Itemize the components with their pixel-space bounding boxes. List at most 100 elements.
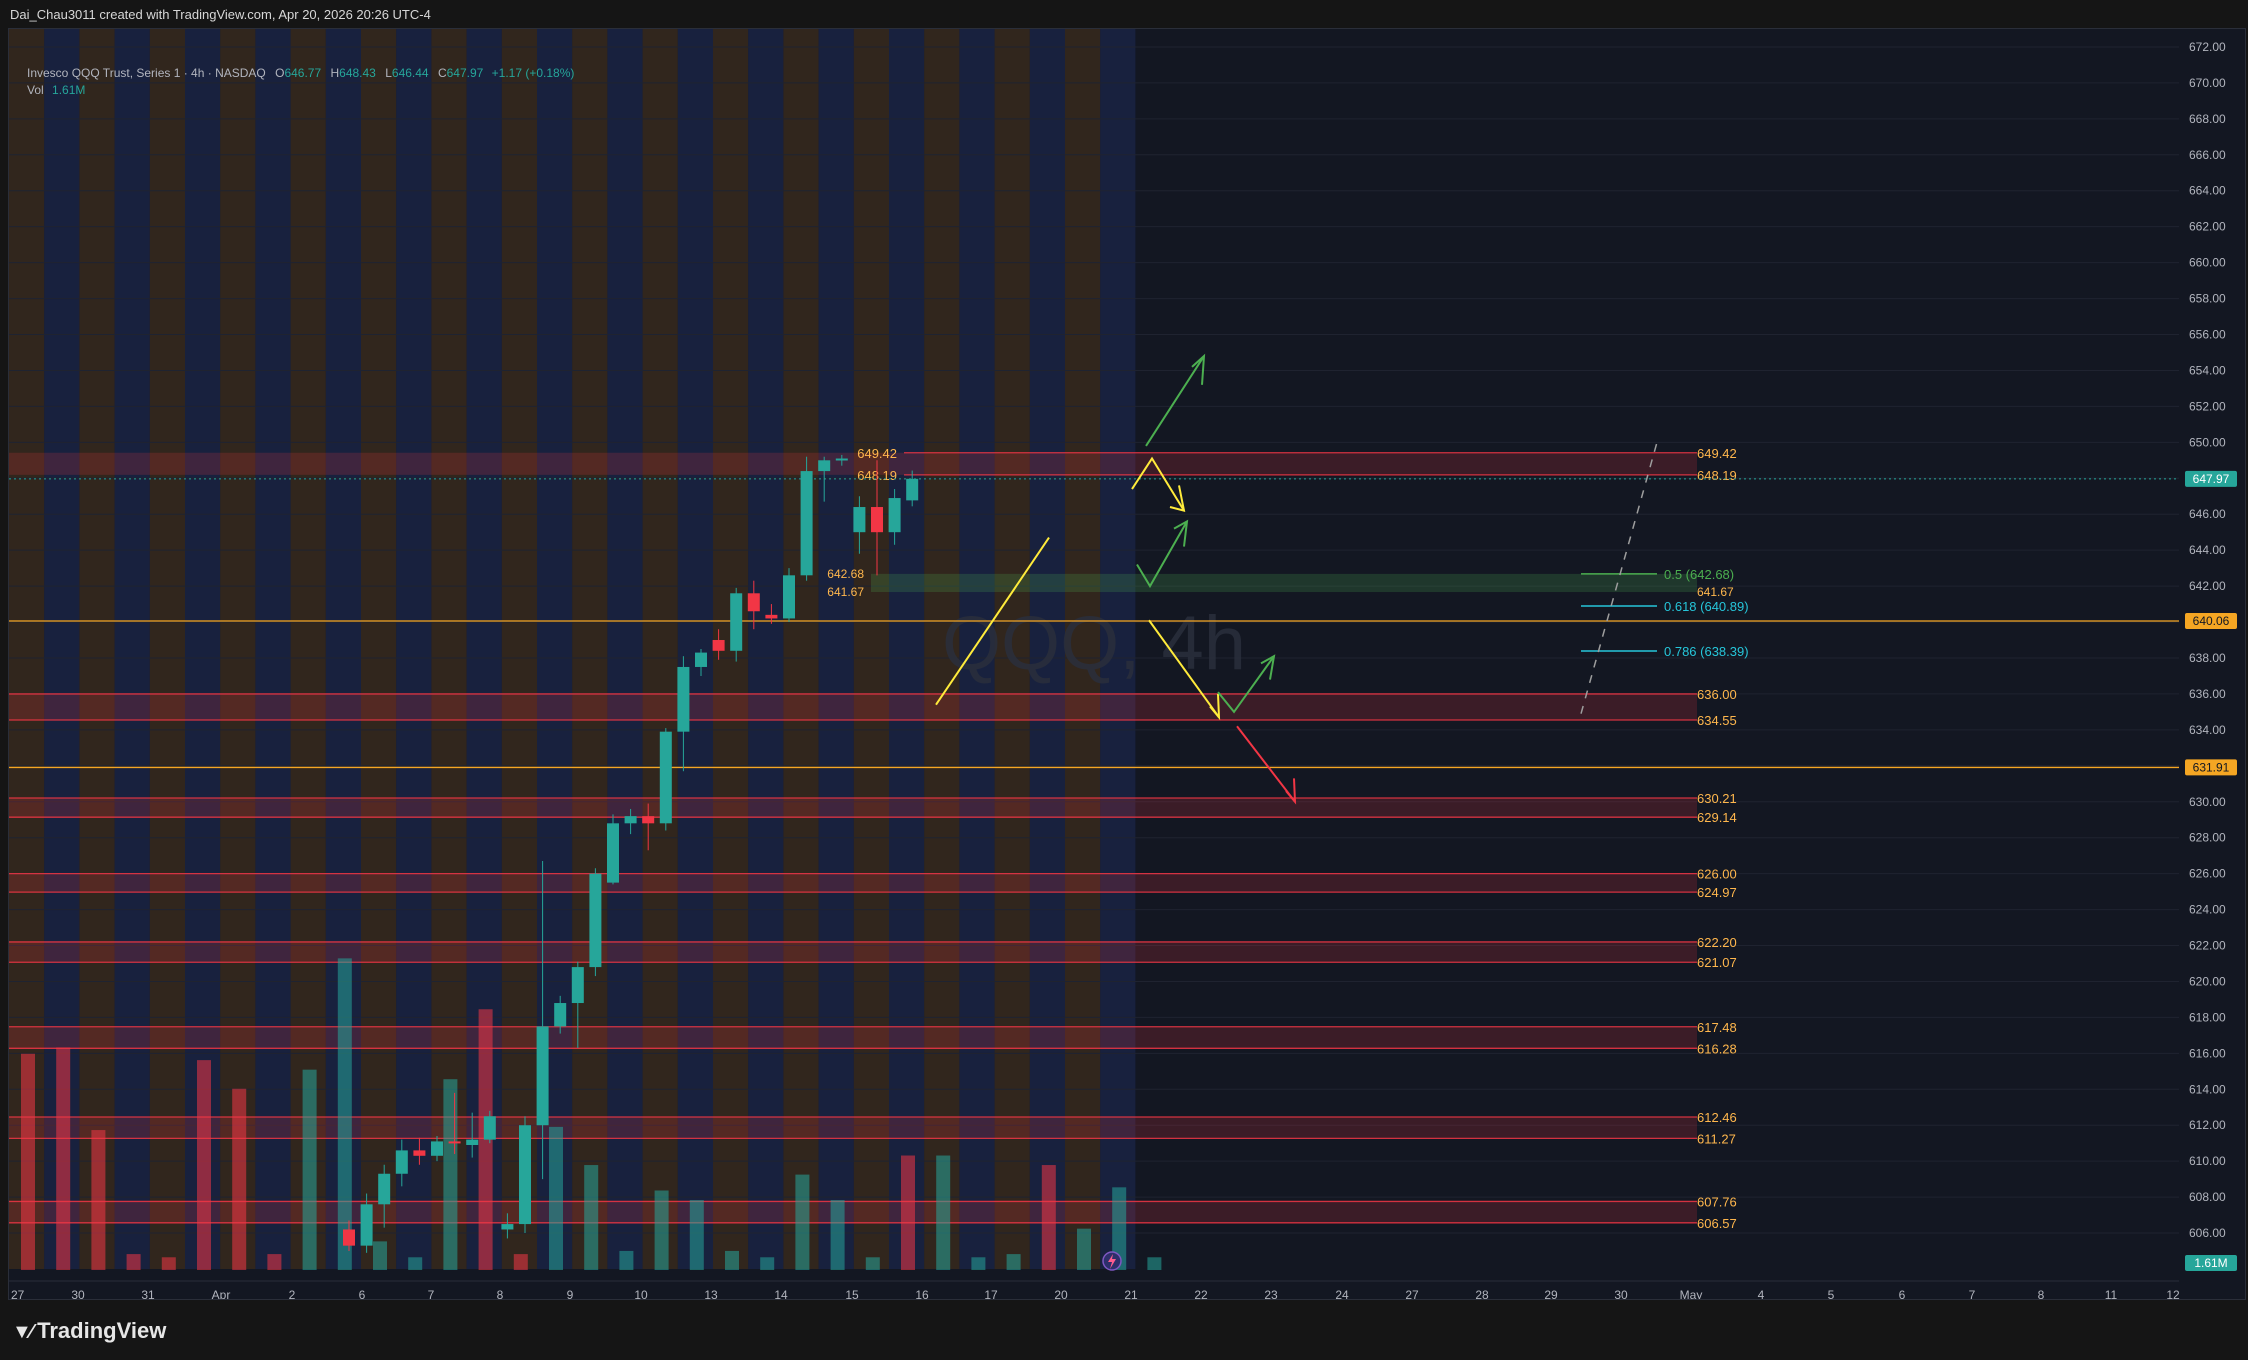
candle-up	[360, 1204, 373, 1246]
current-price-badge-bg	[2185, 470, 2237, 487]
y-tick-label: 672.00	[2189, 40, 2226, 54]
volume-bar	[1006, 1254, 1021, 1270]
second-bounce-head	[1260, 654, 1276, 680]
session-band-blue	[607, 29, 643, 1269]
y-tick-label: 634.00	[2189, 723, 2226, 737]
candle-up	[589, 873, 602, 968]
volume-bar	[1077, 1228, 1091, 1270]
watermark: QQQ, 4h	[942, 601, 1246, 686]
session-band-orange	[783, 29, 819, 1269]
level-label: 629.14	[1697, 810, 1737, 825]
level-label: 649.42	[1697, 446, 1737, 461]
level-label: 626.00	[1697, 867, 1737, 882]
symbol-name[interactable]: Invesco QQQ Trust, Series 1 · 4h · NASDA…	[27, 66, 266, 80]
y-tick-label: 608.00	[2189, 1190, 2226, 1204]
volume-bar	[549, 1126, 563, 1270]
price-axis: 672.00 670.00 668.00 666.00 664.00 662.00 660.…	[2179, 29, 2245, 1299]
y-tick-label: 614.00	[2189, 1082, 2226, 1096]
y-tick-label: 662.00	[2189, 220, 2226, 234]
x-tick-label: 27	[1405, 1288, 1419, 1299]
y-tick-label: 656.00	[2189, 328, 2226, 342]
high-value: 648.43	[339, 66, 376, 80]
level-label: 622.20	[1697, 935, 1737, 950]
y-tick-label: 644.00	[2189, 543, 2226, 557]
candle-up	[730, 593, 743, 651]
candle-down	[642, 816, 655, 824]
high-label: H	[330, 66, 340, 80]
candle-down	[448, 1141, 461, 1144]
x-tick-label: May	[1680, 1288, 1703, 1299]
session-band-orange	[361, 29, 397, 1269]
x-tick-label: Apr	[212, 1288, 231, 1299]
event-marker-icon	[1102, 1251, 1122, 1271]
level-label: 616.28	[1697, 1041, 1737, 1056]
x-tick-label: 4	[1758, 1288, 1765, 1299]
candle-up	[536, 1026, 549, 1126]
session-band-blue	[1029, 29, 1065, 1269]
candle-up	[571, 967, 584, 1004]
chart-frame[interactable]: Invesco QQQ Trust, Series 1 · 4h · NASDA…	[8, 28, 2246, 1300]
candle-up	[888, 498, 901, 533]
volume-bar	[513, 1254, 528, 1270]
volume-label[interactable]: Vol	[27, 83, 44, 97]
pullback-arrow-head	[1169, 485, 1186, 512]
y-tick-label: 620.00	[2189, 974, 2226, 988]
volume-bar	[901, 1155, 915, 1270]
volume-bar	[830, 1200, 845, 1270]
y-tick-label: 664.00	[2189, 184, 2226, 198]
tradingview-logo[interactable]: ▼⁄ TradingView	[12, 1318, 166, 1344]
zone-fill	[9, 873, 1697, 893]
x-tick-label: 13	[704, 1288, 718, 1299]
y-tick-label: 624.00	[2189, 903, 2226, 917]
open-value: 646.77	[284, 66, 322, 80]
volume-bar	[443, 1079, 458, 1270]
session-band-blue	[959, 29, 995, 1269]
session-band-orange	[431, 29, 467, 1269]
bounce-arrow	[1136, 520, 1188, 589]
level-label: 606.57	[1697, 1216, 1737, 1231]
pullback-arrow	[1131, 456, 1185, 512]
close-label: C	[437, 66, 447, 80]
zone-fill	[9, 693, 1697, 720]
candle-up	[395, 1150, 408, 1174]
candle-up	[466, 1139, 479, 1145]
session-band-blue	[1100, 29, 1136, 1269]
y-tick-label: 616.00	[2189, 1046, 2226, 1060]
fib-level-label: 0.786 (638.39)	[1664, 644, 1749, 659]
session-band-orange	[79, 29, 115, 1269]
low-value: 646.44	[391, 66, 429, 80]
session-band-blue	[818, 29, 854, 1269]
footer-bar: ▼⁄ TradingView	[0, 1300, 2248, 1360]
candle-up	[783, 575, 795, 619]
session-band-orange	[290, 29, 326, 1269]
demand-high-label: 642.68	[827, 567, 864, 581]
volume-bar	[619, 1250, 634, 1270]
session-band-blue	[396, 29, 432, 1269]
volume-bar	[21, 1053, 35, 1270]
x-tick-label: 16	[915, 1288, 929, 1299]
x-tick-label: 9	[567, 1288, 574, 1299]
zone-fill	[9, 1026, 1697, 1049]
session-band-orange	[572, 29, 608, 1269]
y-tick-label: 670.00	[2189, 76, 2226, 90]
y-tick-label: 646.00	[2189, 507, 2226, 521]
y-tick-label: 638.00	[2189, 651, 2226, 665]
session-band-orange	[220, 29, 256, 1269]
close-value: 647.97	[446, 66, 484, 80]
volume-bar	[689, 1200, 704, 1270]
tradingview-logo-icon: ▼⁄	[12, 1321, 33, 1343]
candle-down	[765, 614, 778, 619]
chart-legend: Invesco QQQ Trust, Series 1 · 4h · NASDA…	[27, 65, 574, 99]
x-tick-label: 22	[1194, 1288, 1208, 1299]
candle-down	[871, 507, 883, 533]
x-tick-label: 7	[1969, 1288, 1976, 1299]
x-tick-label: 31	[141, 1288, 155, 1299]
x-tick-label: 24	[1335, 1288, 1349, 1299]
volume-bar	[795, 1174, 810, 1270]
x-tick-label: 8	[2038, 1288, 2045, 1299]
price-chart[interactable]: QQQ, 4h649.42648.19636.00634.55630.21629…	[9, 29, 2245, 1299]
session-band-orange	[1065, 29, 1101, 1269]
x-tick-label: 6	[1899, 1288, 1906, 1299]
fib-level-label: 0.5 (642.68)	[1664, 567, 1734, 582]
x-tick-label: 30	[71, 1288, 85, 1299]
